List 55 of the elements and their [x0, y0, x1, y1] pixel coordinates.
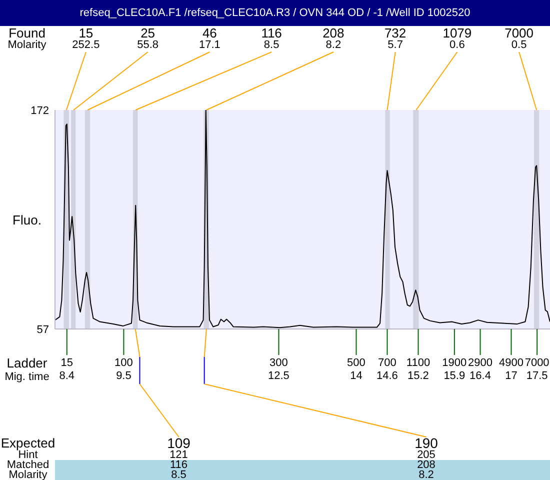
text: 1100 — [406, 357, 430, 369]
text: 205 — [417, 449, 436, 461]
text: 15 — [60, 357, 74, 369]
band-label: 25 — [140, 26, 156, 40]
y-axis-title: Fluo. — [12, 212, 42, 228]
x-tick-label: 14 — [350, 370, 362, 382]
x-tick-label: 9.5 — [116, 370, 132, 382]
band-label: 46 — [202, 26, 217, 40]
x-tick-label: 8.4 — [59, 370, 75, 382]
x-tick-label: 15.9 — [444, 370, 466, 382]
text: Expected — [0, 436, 56, 450]
x-tick-label: 16.4 — [470, 370, 491, 382]
y-tick-label: 172 — [30, 104, 49, 117]
text: 300 — [270, 357, 288, 369]
text: 7000 — [524, 357, 550, 369]
x-tick-label: 12.5 — [268, 370, 290, 382]
text: 1900 — [442, 357, 467, 369]
annotation: 8.5 — [264, 39, 280, 51]
text: Found — [8, 26, 46, 40]
annotation: 55.8 — [137, 39, 159, 51]
band-label: 1079 — [442, 26, 472, 40]
y-tick-label: 57 — [36, 324, 49, 336]
text: 4900 — [499, 357, 524, 369]
x-tick-label: 15.2 — [408, 370, 429, 382]
text: Molarity — [8, 39, 47, 51]
annotation: 5.7 — [388, 39, 403, 51]
text: 8.5 — [171, 469, 186, 480]
text: Hint — [18, 449, 38, 461]
annotation: 190 — [414, 435, 438, 451]
text: Matched — [6, 459, 50, 471]
band-label: 208 — [322, 26, 344, 40]
annotation: 0.6 — [450, 39, 465, 51]
x-axis-title: Mig. time — [4, 371, 50, 383]
annotation: 17.1 — [198, 39, 220, 51]
text: Molarity — [8, 469, 48, 480]
band-label: 116 — [261, 26, 282, 40]
annotation: 109 — [167, 435, 191, 451]
text: 100 — [114, 357, 133, 369]
text: 8.2 — [418, 469, 434, 480]
text: 121 — [170, 449, 188, 461]
annotation: 0.5 — [511, 39, 527, 51]
band-label: 732 — [384, 26, 406, 40]
text: 2900 — [468, 357, 492, 369]
text: Ladder — [6, 356, 48, 370]
annotation: 252.5 — [72, 39, 100, 51]
text: 208 — [417, 459, 436, 471]
annotation: 8.2 — [326, 39, 342, 51]
text: 116 — [170, 459, 188, 471]
band-label: 15 — [78, 26, 94, 40]
text: 700 — [378, 357, 396, 369]
band-label: 7000 — [504, 26, 534, 40]
text: 500 — [347, 357, 366, 369]
x-tick-label: 14.6 — [376, 370, 398, 382]
x-tick-label: 17.5 — [526, 370, 548, 382]
x-tick-label: 17 — [505, 370, 518, 382]
